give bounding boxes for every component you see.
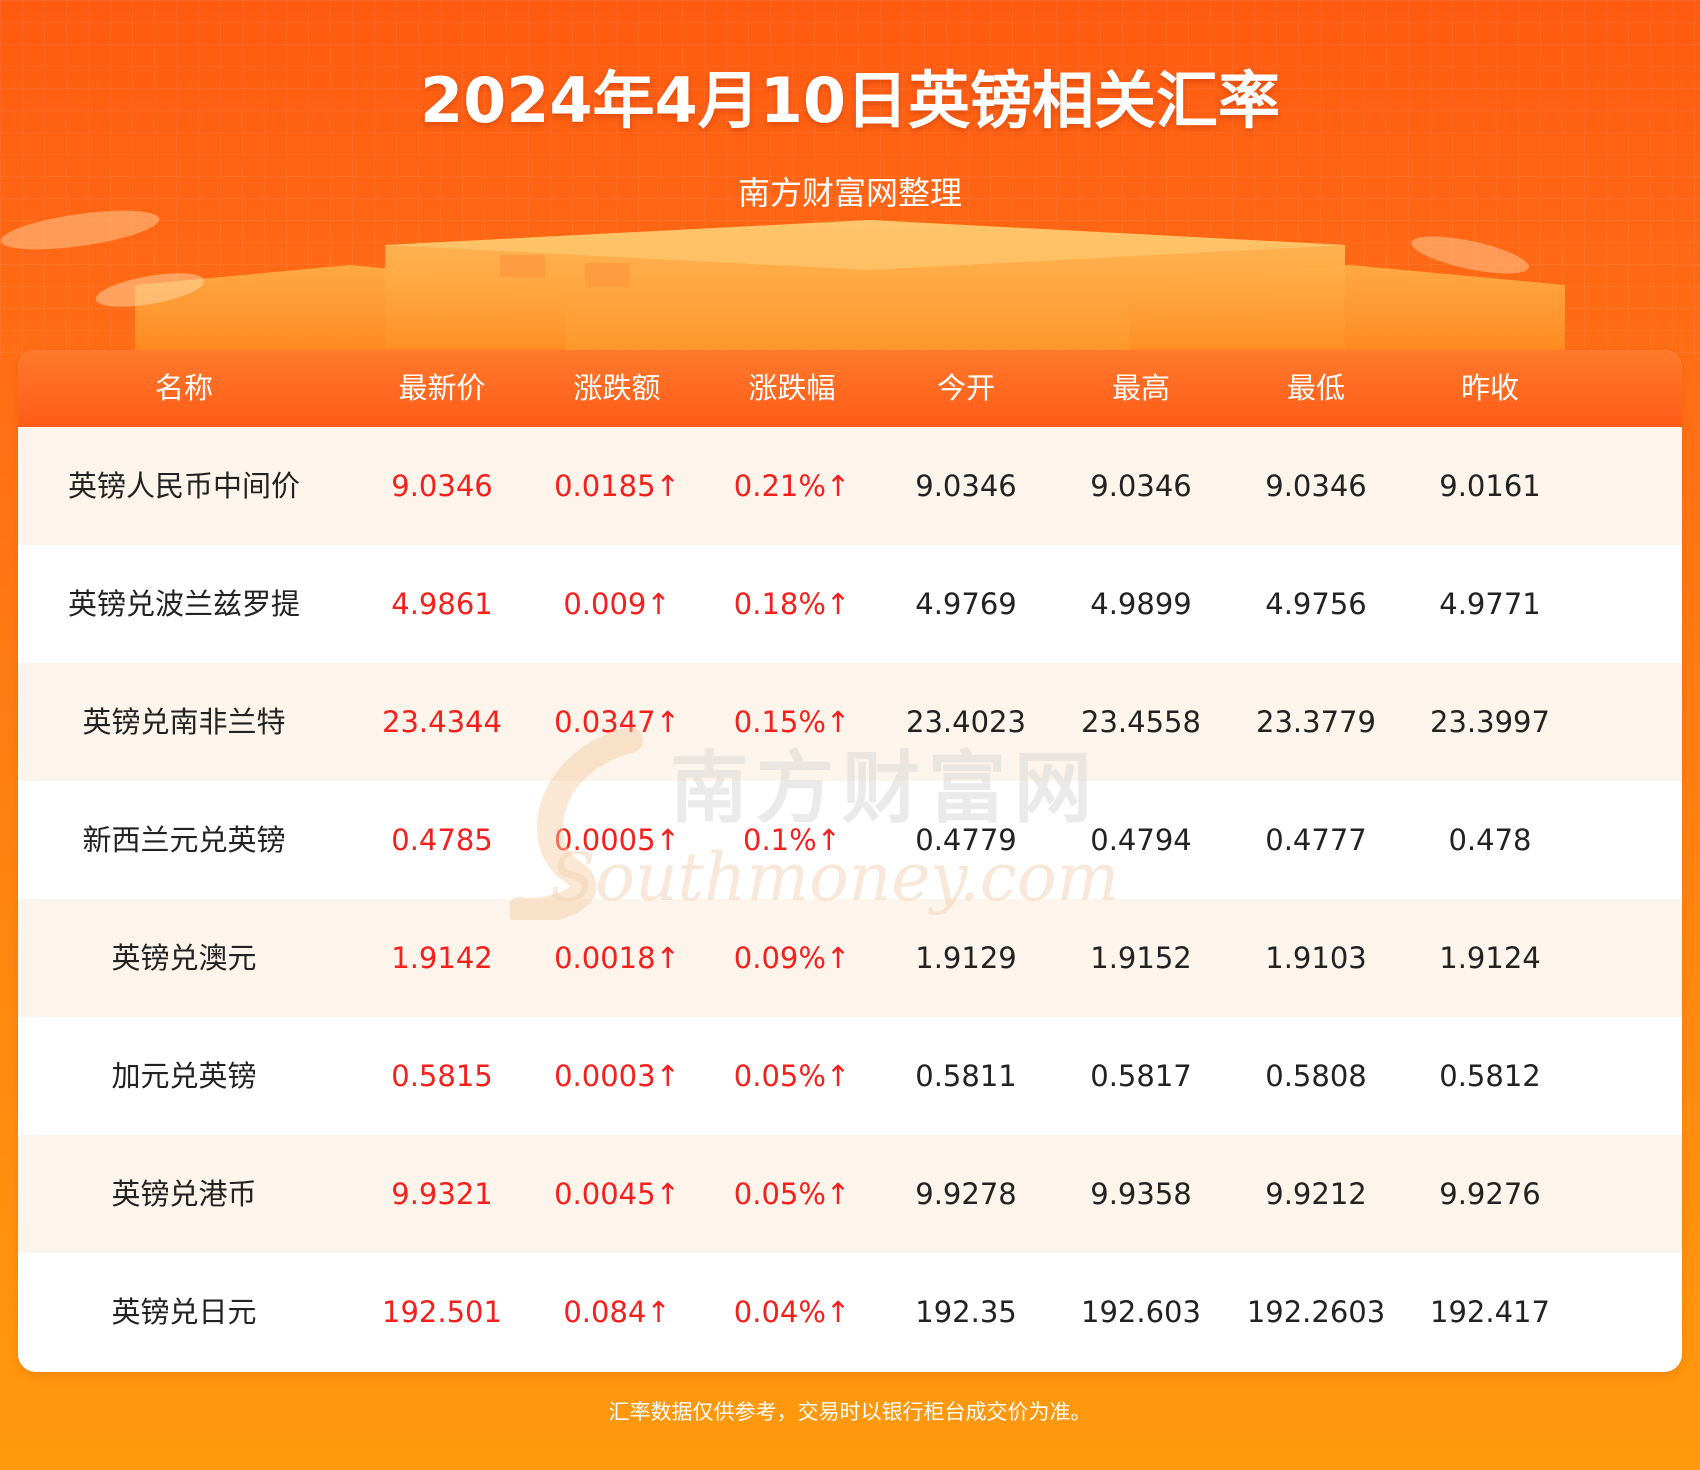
page-subtitle: 南方财富网整理 (737, 174, 962, 212)
cell-name: 英镑兑南非兰特 (82, 705, 286, 739)
table-row: 英镑兑南非兰特 23.4344 0.0347↑ 0.15%↑ 23.4023 2… (18, 663, 1682, 781)
cell-name: 英镑兑波兰兹罗提 (67, 587, 301, 621)
header-change: 涨跌额 (573, 371, 661, 405)
cell-name: 英镑兑港币 (111, 1177, 257, 1211)
disclaimer-footer: 汇率数据仅供参考，交易时以银行柜台成交价为准。 (608, 1400, 1092, 1424)
cell-open: 4.9769 (915, 587, 1017, 621)
table-row: 英镑兑日元 192.501 0.084↑ 0.04%↑ 192.35 192.6… (18, 1253, 1682, 1371)
header-latest: 最新价 (398, 371, 486, 405)
hero-banner: 2024年4月10日英镑相关汇率 南方财富网整理 (0, 0, 1700, 360)
table-row: 加元兑英镑 0.5815 0.0003↑ 0.05%↑ 0.5811 0.581… (18, 1017, 1682, 1135)
table-row: 英镑兑波兰兹罗提 4.9861 0.009↑ 0.18%↑ 4.9769 4.9… (18, 545, 1682, 663)
cell-low: 1.9103 (1265, 941, 1367, 975)
header-name: 名称 (154, 371, 214, 405)
cell-high: 4.9899 (1090, 587, 1192, 621)
cell-prev-close: 1.9124 (1439, 941, 1541, 975)
cell-latest: 23.4344 (382, 705, 502, 739)
cell-change: 0.0045↑ (554, 1177, 680, 1211)
cell-high: 192.603 (1081, 1295, 1201, 1329)
cell-prev-close: 0.478 (1448, 823, 1532, 857)
header-high: 最高 (1111, 371, 1171, 405)
cell-high: 23.4558 (1081, 705, 1201, 739)
cell-latest: 1.9142 (391, 941, 493, 975)
cell-prev-close: 9.9276 (1439, 1177, 1541, 1211)
cell-open: 192.35 (915, 1295, 1017, 1329)
cell-change: 0.0005↑ (554, 823, 680, 857)
header-prev-close: 昨收 (1460, 371, 1520, 405)
cell-high: 0.4794 (1090, 823, 1192, 857)
cell-latest: 0.4785 (391, 823, 493, 857)
cell-high: 9.9358 (1090, 1177, 1192, 1211)
cell-open: 1.9129 (915, 941, 1017, 975)
cell-prev-close: 23.3997 (1430, 705, 1550, 739)
cell-change-pct: 0.1%↑ (743, 823, 841, 857)
cell-low: 0.4777 (1265, 823, 1367, 857)
header-change-pct: 涨跌幅 (748, 371, 836, 405)
page-title: 2024年4月10日英镑相关汇率 (420, 64, 1280, 137)
cell-change-pct: 0.05%↑ (733, 1177, 851, 1211)
cell-change: 0.0347↑ (554, 705, 680, 739)
cell-low: 0.5808 (1265, 1059, 1367, 1093)
cell-open: 9.0346 (915, 469, 1017, 503)
cell-low: 23.3779 (1256, 705, 1376, 739)
cell-open: 0.4779 (915, 823, 1017, 857)
cell-change: 0.009↑ (563, 587, 671, 621)
cell-change-pct: 0.05%↑ (733, 1059, 851, 1093)
cell-high: 9.0346 (1090, 469, 1192, 503)
header-open: 今开 (936, 371, 996, 405)
cell-low: 4.9756 (1265, 587, 1367, 621)
cell-prev-close: 192.417 (1430, 1295, 1550, 1329)
cell-change-pct: 0.18%↑ (733, 587, 851, 621)
table-row: 英镑兑澳元 1.9142 0.0018↑ 0.09%↑ 1.9129 1.915… (18, 899, 1682, 1017)
cell-name: 英镑兑澳元 (111, 941, 257, 975)
cell-name: 英镑人民币中间价 (67, 469, 301, 503)
cell-prev-close: 4.9771 (1439, 587, 1541, 621)
cell-change: 0.0185↑ (554, 469, 680, 503)
cell-low: 9.0346 (1265, 469, 1367, 503)
cell-high: 0.5817 (1090, 1059, 1192, 1093)
cell-change-pct: 0.15%↑ (733, 705, 851, 739)
cell-latest: 0.5815 (391, 1059, 493, 1093)
cell-latest: 192.501 (382, 1295, 502, 1329)
cell-high: 1.9152 (1090, 941, 1192, 975)
cell-latest: 9.9321 (391, 1177, 493, 1211)
cell-prev-close: 9.0161 (1439, 469, 1541, 503)
table-row: 英镑兑港币 9.9321 0.0045↑ 0.05%↑ 9.9278 9.935… (18, 1135, 1682, 1253)
cell-name: 加元兑英镑 (111, 1059, 257, 1093)
table-header: 名称 最新价 涨跌额 涨跌幅 今开 最高 最低 昨收 (18, 350, 1682, 427)
decorative-platforms (0, 210, 1565, 360)
cell-change-pct: 0.21%↑ (733, 469, 851, 503)
table-row: 英镑人民币中间价 9.0346 0.0185↑ 0.21%↑ 9.0346 9.… (18, 427, 1682, 545)
cell-change-pct: 0.04%↑ (733, 1295, 851, 1329)
cell-latest: 4.9861 (391, 587, 493, 621)
cell-name: 新西兰元兑英镑 (82, 823, 286, 857)
rates-table: 名称 最新价 涨跌额 涨跌幅 今开 最高 最低 昨收 英镑人民币中间价 9.03… (18, 350, 1682, 1372)
cell-low: 9.9212 (1265, 1177, 1367, 1211)
cell-open: 23.4023 (906, 705, 1026, 739)
cell-prev-close: 0.5812 (1439, 1059, 1541, 1093)
cell-low: 192.2603 (1246, 1295, 1386, 1329)
table-row: 新西兰元兑英镑 0.4785 0.0005↑ 0.1%↑ 0.4779 0.47… (18, 781, 1682, 899)
cell-change: 0.0003↑ (554, 1059, 680, 1093)
cell-open: 0.5811 (915, 1059, 1017, 1093)
cell-change: 0.0018↑ (554, 941, 680, 975)
cell-change: 0.084↑ (563, 1295, 671, 1329)
cell-change-pct: 0.09%↑ (733, 941, 851, 975)
cell-latest: 9.0346 (391, 469, 493, 503)
cell-name: 英镑兑日元 (111, 1295, 257, 1329)
header-low: 最低 (1286, 371, 1346, 405)
cell-open: 9.9278 (915, 1177, 1017, 1211)
